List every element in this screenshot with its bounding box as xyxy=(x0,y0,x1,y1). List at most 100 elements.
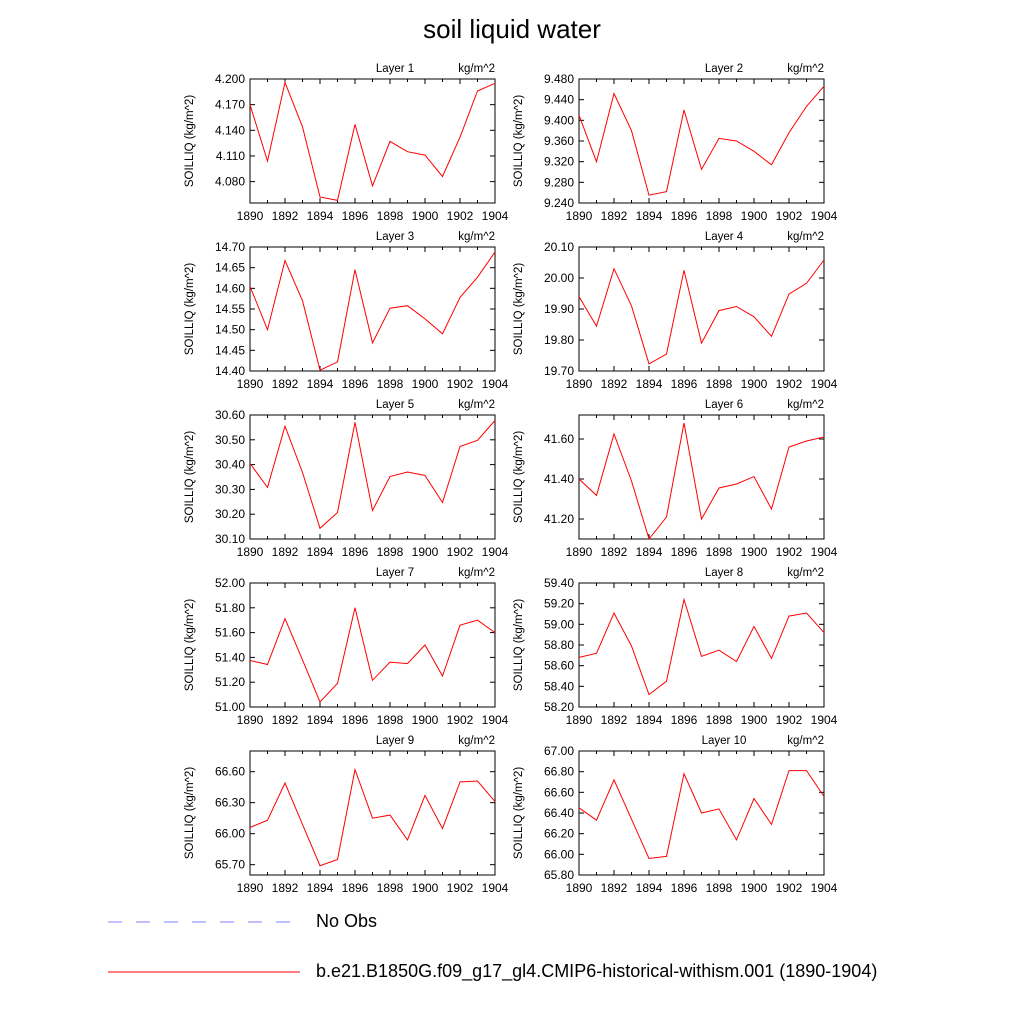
y-axis-label: SOILLIQ (kg/m^2) xyxy=(184,263,196,355)
x-tick-label: 1892 xyxy=(601,545,628,559)
x-tick-label: 1900 xyxy=(412,545,439,559)
x-tick-label: 1894 xyxy=(307,713,334,727)
x-tick-label: 1904 xyxy=(811,377,838,391)
x-tick-label: 1904 xyxy=(482,209,509,223)
y-axis-label: SOILLIQ (kg/m^2) xyxy=(184,431,196,523)
panel-units: kg/m^2 xyxy=(458,63,495,75)
panel-title: Layer 6 xyxy=(705,399,743,411)
x-tick-label: 1896 xyxy=(671,713,698,727)
x-tick-label: 1898 xyxy=(706,377,733,391)
y-tick-label: 51.80 xyxy=(215,601,245,615)
y-tick-label: 9.320 xyxy=(544,155,574,169)
x-tick-label: 1890 xyxy=(566,209,593,223)
y-tick-label: 14.60 xyxy=(215,281,245,295)
x-tick-label: 1898 xyxy=(706,713,733,727)
y-axis-label: SOILLIQ (kg/m^2) xyxy=(184,599,196,691)
x-tick-label: 1900 xyxy=(741,713,768,727)
x-tick-label: 1900 xyxy=(412,209,439,223)
x-tick-label: 1894 xyxy=(307,209,334,223)
x-tick-label: 1898 xyxy=(377,881,404,895)
plot-frame xyxy=(249,750,496,876)
y-tick-label: 30.50 xyxy=(215,433,245,447)
x-tick-label: 1892 xyxy=(272,209,299,223)
x-tick-label: 1902 xyxy=(447,713,474,727)
y-tick-label: 58.40 xyxy=(544,679,574,693)
y-tick-label: 9.440 xyxy=(544,93,574,107)
y-tick-label: 67.00 xyxy=(544,744,574,758)
x-tick-label: 1900 xyxy=(741,545,768,559)
y-axis-label: SOILLIQ (kg/m^2) xyxy=(513,599,525,691)
y-tick-label: 59.00 xyxy=(544,617,574,631)
panel-layer-2: 1890 1892 1894 1896 1898 1900 1902 1904 9.240 9.2… xyxy=(513,63,838,223)
y-tick-label: 41.40 xyxy=(544,472,574,486)
x-tick-label: 1902 xyxy=(447,377,474,391)
x-tick-label: 1892 xyxy=(601,209,628,223)
panel-units: kg/m^2 xyxy=(787,399,824,411)
x-tick-label: 1892 xyxy=(601,881,628,895)
y-tick-label: 19.80 xyxy=(544,333,574,347)
x-tick-label: 1892 xyxy=(601,377,628,391)
x-tick-label: 1890 xyxy=(566,881,593,895)
x-tick-label: 1896 xyxy=(342,713,369,727)
x-tick-label: 1896 xyxy=(671,377,698,391)
series-line xyxy=(249,251,496,371)
series-line xyxy=(578,85,825,196)
panel-units: kg/m^2 xyxy=(458,399,495,411)
x-tick-label: 1892 xyxy=(272,713,299,727)
y-tick-label: 66.30 xyxy=(215,796,245,810)
x-tick-label: 1900 xyxy=(741,377,768,391)
panel-units: kg/m^2 xyxy=(787,231,824,243)
x-tick-label: 1892 xyxy=(601,713,628,727)
y-tick-label: 51.40 xyxy=(215,650,245,664)
panel-title: Layer 10 xyxy=(702,735,747,747)
x-tick-label: 1898 xyxy=(377,713,404,727)
x-tick-label: 1896 xyxy=(342,377,369,391)
y-tick-label: 66.00 xyxy=(215,827,245,841)
panel-layer-1: 1890 1892 1894 1896 1898 1900 1902 1904 4.080 4.1… xyxy=(184,63,509,223)
series-line xyxy=(249,767,496,867)
panel-units: kg/m^2 xyxy=(787,567,824,579)
y-tick-label: 65.70 xyxy=(215,858,245,872)
y-axis-label: SOILLIQ (kg/m^2) xyxy=(184,767,196,859)
panel-title: Layer 4 xyxy=(705,231,744,243)
x-tick-label: 1894 xyxy=(636,209,663,223)
panel-layer-5: 1890 1892 1894 1896 1898 1900 1902 1904 30.10 30.… xyxy=(184,399,509,559)
panel-title: Layer 9 xyxy=(376,735,414,747)
y-tick-label: 9.240 xyxy=(544,196,574,210)
x-tick-label: 1900 xyxy=(412,377,439,391)
y-tick-label: 59.20 xyxy=(544,597,574,611)
panel-units: kg/m^2 xyxy=(458,567,495,579)
x-tick-label: 1894 xyxy=(636,545,663,559)
y-tick-label: 30.20 xyxy=(215,507,245,521)
x-tick-label: 1896 xyxy=(342,209,369,223)
x-tick-label: 1890 xyxy=(566,713,593,727)
x-tick-label: 1902 xyxy=(447,545,474,559)
panel-units: kg/m^2 xyxy=(458,735,495,747)
y-tick-label: 4.080 xyxy=(215,175,245,189)
y-tick-label: 9.360 xyxy=(544,134,574,148)
panel-title: Layer 5 xyxy=(376,399,414,411)
y-tick-label: 30.30 xyxy=(215,482,245,496)
panel-title: Layer 7 xyxy=(376,567,414,579)
x-tick-label: 1898 xyxy=(706,881,733,895)
x-tick-label: 1902 xyxy=(776,209,803,223)
x-tick-label: 1894 xyxy=(636,377,663,391)
x-tick-label: 1894 xyxy=(307,545,334,559)
y-tick-label: 14.40 xyxy=(215,364,245,378)
x-tick-label: 1898 xyxy=(377,209,404,223)
y-tick-label: 14.70 xyxy=(215,240,245,254)
page-title: soil liquid water xyxy=(423,14,601,44)
y-tick-label: 19.70 xyxy=(544,364,574,378)
y-tick-label: 66.60 xyxy=(215,765,245,779)
series-line xyxy=(578,422,825,541)
panel-layer-9: 1890 1892 1894 1896 1898 1900 1902 1904 65.70 66.… xyxy=(184,735,509,895)
y-tick-label: 58.20 xyxy=(544,700,574,714)
series-line xyxy=(578,597,825,696)
x-tick-label: 1904 xyxy=(482,377,509,391)
y-tick-label: 4.140 xyxy=(215,123,245,137)
panel-title: Layer 2 xyxy=(705,63,743,75)
x-tick-label: 1894 xyxy=(636,881,663,895)
x-tick-label: 1894 xyxy=(307,377,334,391)
y-tick-label: 19.90 xyxy=(544,302,574,316)
